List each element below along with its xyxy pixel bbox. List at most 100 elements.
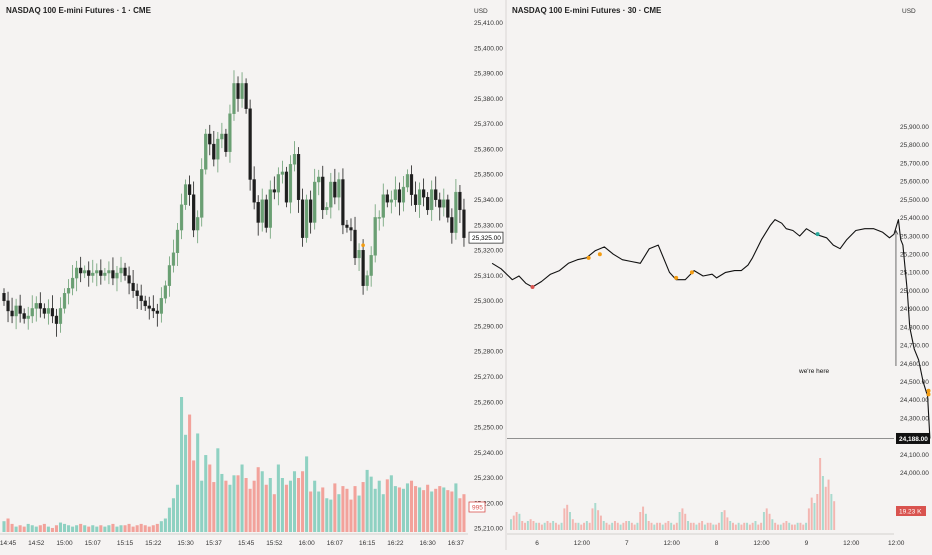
right-chart-title: NASDAQ 100 E-mini Futures · 30 · CME bbox=[512, 6, 662, 15]
volume-bar bbox=[819, 458, 822, 530]
volume-bar bbox=[454, 483, 458, 532]
volume-bar bbox=[184, 434, 188, 532]
candle-body bbox=[397, 189, 402, 203]
price-line bbox=[491, 219, 931, 439]
volume-bar bbox=[754, 521, 757, 530]
volume-bar bbox=[139, 523, 143, 532]
right-time-tick: 12:00 bbox=[843, 540, 860, 547]
candle-body bbox=[127, 275, 131, 284]
volume-bar bbox=[200, 480, 204, 532]
right-price-tick: 25,900.00 bbox=[900, 124, 929, 131]
volume-bar bbox=[695, 524, 698, 530]
volume-bar bbox=[426, 484, 430, 532]
volume-bar bbox=[220, 473, 224, 532]
candle-body bbox=[260, 199, 264, 223]
volume-bar bbox=[151, 525, 155, 532]
candle-body bbox=[329, 181, 333, 208]
volume-bar bbox=[58, 522, 63, 532]
candle-body bbox=[115, 272, 119, 279]
volume-bar bbox=[619, 524, 622, 530]
candle-body bbox=[268, 189, 272, 228]
volume-bar bbox=[462, 494, 466, 532]
volume-bar bbox=[389, 475, 393, 532]
candle-body bbox=[373, 217, 377, 256]
volume-bar bbox=[18, 525, 22, 532]
volume-bar bbox=[393, 486, 397, 532]
volume-bar bbox=[458, 498, 462, 532]
volume-bar bbox=[658, 522, 661, 530]
right-price-tick: 25,100.00 bbox=[900, 270, 929, 277]
left-price-tick: 25,340.00 bbox=[474, 197, 503, 204]
volume-bar bbox=[518, 513, 521, 530]
trade-marker bbox=[586, 255, 591, 260]
volume-bar bbox=[571, 519, 574, 530]
volume-bar bbox=[143, 525, 147, 532]
left-price-tick: 25,270.00 bbox=[474, 374, 503, 381]
candle-body bbox=[446, 199, 450, 218]
trade-marker bbox=[530, 284, 535, 289]
volume-bar bbox=[554, 522, 557, 530]
candle-body bbox=[409, 174, 414, 195]
volume-bar bbox=[746, 522, 749, 530]
volume-bar bbox=[774, 522, 777, 530]
volume-bar bbox=[678, 512, 681, 530]
right-time-tick: 12:00 bbox=[574, 540, 591, 547]
volume-bar bbox=[329, 499, 333, 532]
candle-body bbox=[171, 252, 176, 266]
trade-marker bbox=[926, 392, 931, 397]
volume-bar bbox=[248, 488, 252, 532]
volume-bar bbox=[642, 506, 645, 530]
candle-body bbox=[175, 229, 180, 254]
candle-body bbox=[248, 108, 252, 180]
volume-bar bbox=[650, 522, 653, 530]
left-chart-title: NASDAQ 100 E-mini Futures · 1 · CME bbox=[6, 6, 151, 15]
volume-bar bbox=[616, 522, 619, 530]
candle-body bbox=[99, 270, 103, 276]
volume-bar bbox=[566, 504, 569, 530]
candle-body bbox=[123, 267, 127, 276]
candle-body bbox=[187, 184, 192, 195]
candle-body bbox=[417, 189, 422, 205]
candle-body bbox=[341, 179, 345, 226]
candle-body bbox=[345, 224, 349, 228]
candle-body bbox=[159, 298, 163, 314]
volume-bar bbox=[512, 515, 515, 530]
left-price-tick: 25,280.00 bbox=[474, 349, 503, 356]
left-time-tick: 16:07 bbox=[327, 540, 344, 547]
candle-body bbox=[256, 202, 260, 223]
candle-body bbox=[228, 113, 232, 152]
volume-bar bbox=[135, 525, 139, 532]
volume-bar bbox=[709, 522, 712, 530]
right-price-tick: 25,800.00 bbox=[900, 142, 929, 149]
volume-bar bbox=[833, 501, 836, 530]
candle-body bbox=[236, 83, 240, 99]
candle-body bbox=[75, 267, 79, 279]
candle-body bbox=[91, 272, 95, 276]
candle-body bbox=[151, 308, 155, 312]
candle-body bbox=[365, 275, 369, 286]
candle-body bbox=[204, 133, 208, 170]
volume-bar bbox=[10, 523, 14, 532]
volume-bar bbox=[734, 524, 737, 530]
volume-bar bbox=[574, 522, 577, 530]
volume-bar bbox=[26, 523, 30, 532]
volume-bar bbox=[422, 490, 426, 532]
volume-bar bbox=[159, 521, 163, 532]
volume-bar bbox=[580, 524, 583, 530]
volume-bar bbox=[726, 517, 729, 530]
candle-body bbox=[192, 194, 196, 231]
volume-bar bbox=[628, 521, 631, 530]
volume-bar bbox=[807, 508, 810, 530]
left-time-tick: 15:37 bbox=[206, 540, 223, 547]
volume-bar bbox=[751, 522, 754, 530]
volume-bar bbox=[799, 522, 802, 530]
volume-bar bbox=[175, 484, 180, 532]
volume-bar bbox=[647, 521, 650, 530]
volume-bar bbox=[75, 525, 79, 532]
volume-bar bbox=[434, 488, 438, 532]
candle-body bbox=[131, 282, 135, 291]
candle-body bbox=[18, 305, 22, 314]
candle-body bbox=[450, 217, 454, 233]
volume-bar bbox=[83, 525, 87, 532]
